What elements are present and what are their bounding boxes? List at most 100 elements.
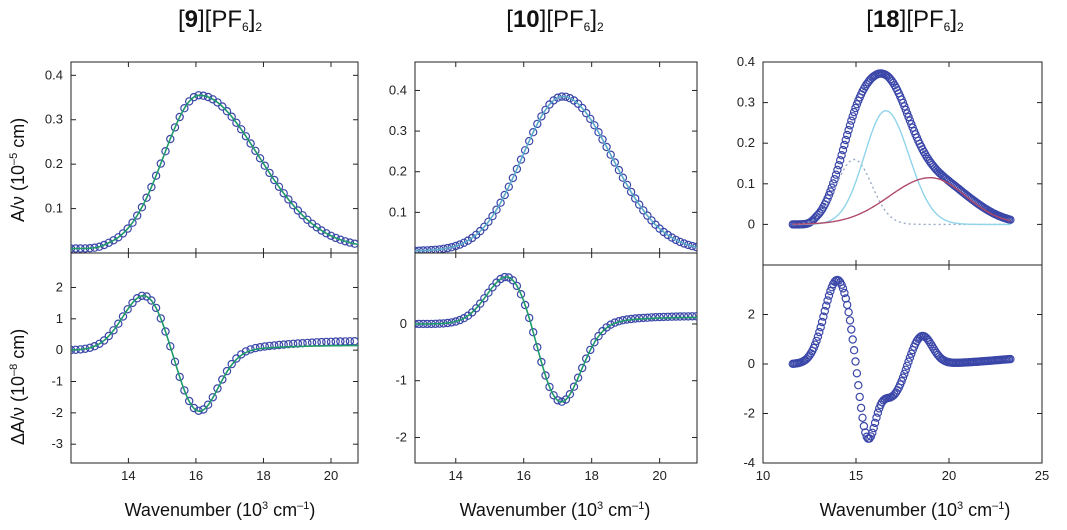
- data-point: [569, 382, 579, 391]
- data-point: [508, 276, 518, 285]
- data-point: [161, 146, 170, 156]
- data-point: [128, 298, 137, 308]
- data-point: [265, 168, 274, 178]
- data-point: [692, 312, 697, 321]
- data-point: [151, 171, 161, 180]
- component-line: [792, 158, 1011, 226]
- y-tick-label: 0.2: [45, 156, 63, 171]
- data-point: [203, 400, 213, 409]
- data-point: [151, 303, 161, 313]
- y-tick-label: -3: [51, 436, 63, 451]
- data-point: [594, 127, 603, 137]
- data-point: [99, 336, 109, 345]
- data-point: [651, 313, 660, 322]
- data-point: [284, 340, 293, 349]
- fit-line: [71, 294, 358, 412]
- data-point: [213, 384, 222, 393]
- data-point: [823, 296, 832, 305]
- x-axis-label-10: Wavenumber (103 cm–1): [459, 500, 651, 520]
- data-point: [114, 319, 123, 328]
- data-point: [817, 317, 827, 327]
- data-point: [904, 112, 913, 122]
- data-point: [265, 341, 274, 351]
- data-point: [161, 327, 170, 336]
- data-point: [270, 341, 279, 350]
- plot-content: [71, 91, 358, 253]
- data-point: [537, 357, 546, 367]
- chart-18-bottom: 10 15 20 25 -4 -2 0 2: [743, 264, 1049, 483]
- data-point: [905, 353, 915, 362]
- data-point: [118, 229, 128, 238]
- data-point: [565, 390, 575, 399]
- data-point: [921, 332, 930, 342]
- plot-content: [788, 275, 1015, 443]
- data-point: [508, 173, 518, 183]
- plot-content: [415, 272, 697, 406]
- data-point: [831, 170, 841, 179]
- data-point: [289, 200, 298, 210]
- data-point: [843, 130, 852, 140]
- data-point: [671, 235, 681, 245]
- y-tick-label: -2: [395, 429, 407, 444]
- data-point: [659, 312, 668, 322]
- data-point: [222, 366, 232, 376]
- data-point: [675, 312, 685, 321]
- data-point: [631, 194, 640, 203]
- data-point: [459, 238, 469, 247]
- data-point: [667, 312, 677, 321]
- y-tick-label: 0: [748, 356, 755, 371]
- data-point: [586, 114, 595, 124]
- data-point: [553, 396, 562, 405]
- data-point: [816, 323, 825, 332]
- data-point: [322, 229, 331, 238]
- x-tick-label: 16: [516, 468, 530, 483]
- x-tick-label: 14: [121, 468, 135, 483]
- data-point: [844, 308, 853, 317]
- data-point: [455, 240, 464, 249]
- data-point: [549, 391, 558, 400]
- data-point: [512, 281, 522, 291]
- y-tick-label: 0.3: [45, 112, 63, 127]
- data-point: [123, 305, 132, 314]
- data-point: [904, 357, 913, 366]
- data-point: [849, 107, 859, 117]
- data-point: [663, 312, 673, 321]
- data-point: [184, 97, 194, 106]
- data-point: [606, 150, 615, 159]
- data-point: [142, 193, 151, 202]
- data-point: [326, 231, 336, 240]
- data-point: [815, 327, 824, 337]
- data-point: [824, 190, 834, 200]
- data-point: [851, 357, 860, 366]
- data-point: [341, 237, 350, 246]
- data-point: [925, 337, 934, 347]
- data-point: [189, 92, 199, 102]
- data-point: [647, 313, 656, 322]
- data-point: [236, 125, 246, 134]
- data-point: [679, 312, 689, 321]
- data-point: [848, 112, 857, 121]
- y-tick-label: 0.1: [389, 204, 407, 219]
- data-point: [847, 325, 856, 334]
- data-point: [887, 392, 897, 401]
- data-point: [837, 280, 846, 289]
- data-point: [232, 118, 241, 128]
- plot-content: [415, 92, 697, 253]
- chart-18-top: 0 0.1 0.2 0.3 0.4: [737, 54, 1043, 266]
- x-tick-label: 16: [189, 468, 203, 483]
- data-point: [218, 102, 227, 111]
- data-point: [270, 175, 279, 185]
- data-point: [525, 313, 534, 323]
- data-point: [541, 105, 550, 115]
- data-point: [298, 211, 307, 220]
- data-point: [614, 165, 624, 175]
- data-point: [525, 136, 534, 146]
- data-point: [147, 182, 156, 192]
- data-point: [573, 373, 583, 382]
- data-point: [590, 121, 599, 130]
- y-tick-label: -1: [51, 374, 63, 389]
- data-point: [218, 375, 227, 384]
- data-point: [147, 296, 156, 305]
- data-point: [175, 112, 184, 122]
- data-point: [170, 123, 180, 132]
